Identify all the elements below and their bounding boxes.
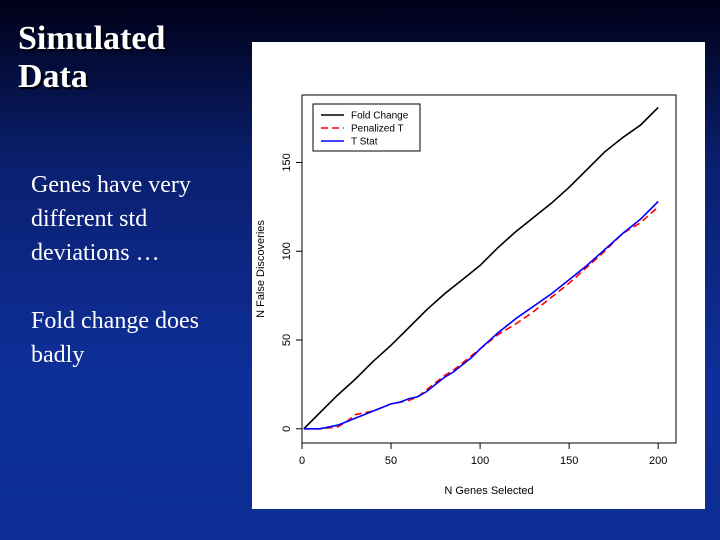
- y-axis-label: N False Discoveries: [255, 220, 267, 318]
- legend-entry: T Stat: [351, 137, 378, 148]
- x-tick-label: 0: [299, 455, 305, 467]
- y-axis: 0 50 100 150: [281, 153, 302, 432]
- x-tick-label: 150: [560, 455, 578, 467]
- body-line: Genes have very: [31, 172, 191, 198]
- y-tick-label: 100: [281, 242, 293, 260]
- slide-title: Simulated Data: [18, 20, 238, 96]
- chart-svg: 0 50 100 150 200 0 50 100 150 Fold Change Penali…: [255, 94, 677, 497]
- legend-entry: Penalized T: [351, 124, 404, 135]
- slide-title-line-2: Data: [18, 58, 88, 95]
- legend-entry: Fold Change: [351, 111, 409, 122]
- series-layer: [303, 106, 659, 430]
- chart-panel: 0 50 100 150 200 0 50 100 150 Fold Change Penali…: [252, 42, 705, 509]
- y-tick-label: 0: [281, 426, 293, 432]
- body-line: deviations …: [31, 240, 160, 266]
- x-axis: 0 50 100 150 200: [299, 443, 667, 467]
- body-line: badly: [31, 342, 85, 368]
- series-line-fold-change: [303, 106, 659, 430]
- legend-box: [312, 103, 421, 152]
- legend: Fold Change Penalized T T Stat: [312, 103, 421, 152]
- y-tick-label: 150: [281, 153, 293, 171]
- plot-frame: [301, 94, 677, 444]
- slide-body-text: Genes have very different std deviations…: [31, 168, 246, 372]
- series-line-penalized-t: [303, 206, 659, 430]
- body-line: different std: [31, 206, 148, 232]
- x-tick-label: 100: [471, 455, 489, 467]
- series-line-t-stat: [303, 200, 659, 430]
- x-tick-label: 50: [385, 455, 397, 467]
- x-tick-label: 200: [649, 455, 667, 467]
- y-tick-label: 50: [281, 334, 293, 346]
- x-axis-label: N Genes Selected: [444, 485, 533, 497]
- slide-title-line-1: Simulated: [18, 20, 166, 57]
- body-line: Fold change does: [31, 308, 199, 334]
